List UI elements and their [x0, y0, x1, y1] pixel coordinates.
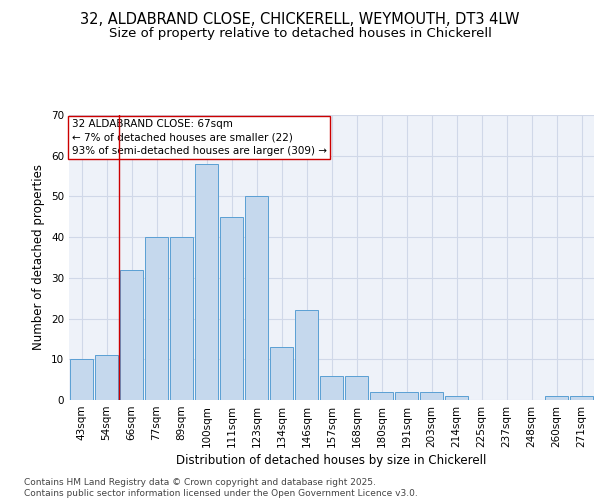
Bar: [545, 396, 568, 400]
Y-axis label: Number of detached properties: Number of detached properties: [32, 164, 46, 350]
Text: Size of property relative to detached houses in Chickerell: Size of property relative to detached ho…: [109, 28, 491, 40]
Bar: [70, 360, 93, 400]
Bar: [120, 270, 143, 400]
Bar: [320, 376, 343, 400]
Text: 32, ALDABRAND CLOSE, CHICKERELL, WEYMOUTH, DT3 4LW: 32, ALDABRAND CLOSE, CHICKERELL, WEYMOUT…: [80, 12, 520, 28]
Bar: [170, 237, 193, 400]
X-axis label: Distribution of detached houses by size in Chickerell: Distribution of detached houses by size …: [176, 454, 487, 467]
Bar: [220, 217, 243, 400]
Bar: [445, 396, 468, 400]
Bar: [295, 310, 318, 400]
Text: 32 ALDABRAND CLOSE: 67sqm
← 7% of detached houses are smaller (22)
93% of semi-d: 32 ALDABRAND CLOSE: 67sqm ← 7% of detach…: [71, 120, 326, 156]
Bar: [570, 396, 593, 400]
Bar: [270, 347, 293, 400]
Bar: [245, 196, 268, 400]
Bar: [95, 355, 118, 400]
Bar: [145, 237, 168, 400]
Text: Contains HM Land Registry data © Crown copyright and database right 2025.
Contai: Contains HM Land Registry data © Crown c…: [24, 478, 418, 498]
Bar: [195, 164, 218, 400]
Bar: [395, 392, 418, 400]
Bar: [345, 376, 368, 400]
Bar: [370, 392, 393, 400]
Bar: [420, 392, 443, 400]
